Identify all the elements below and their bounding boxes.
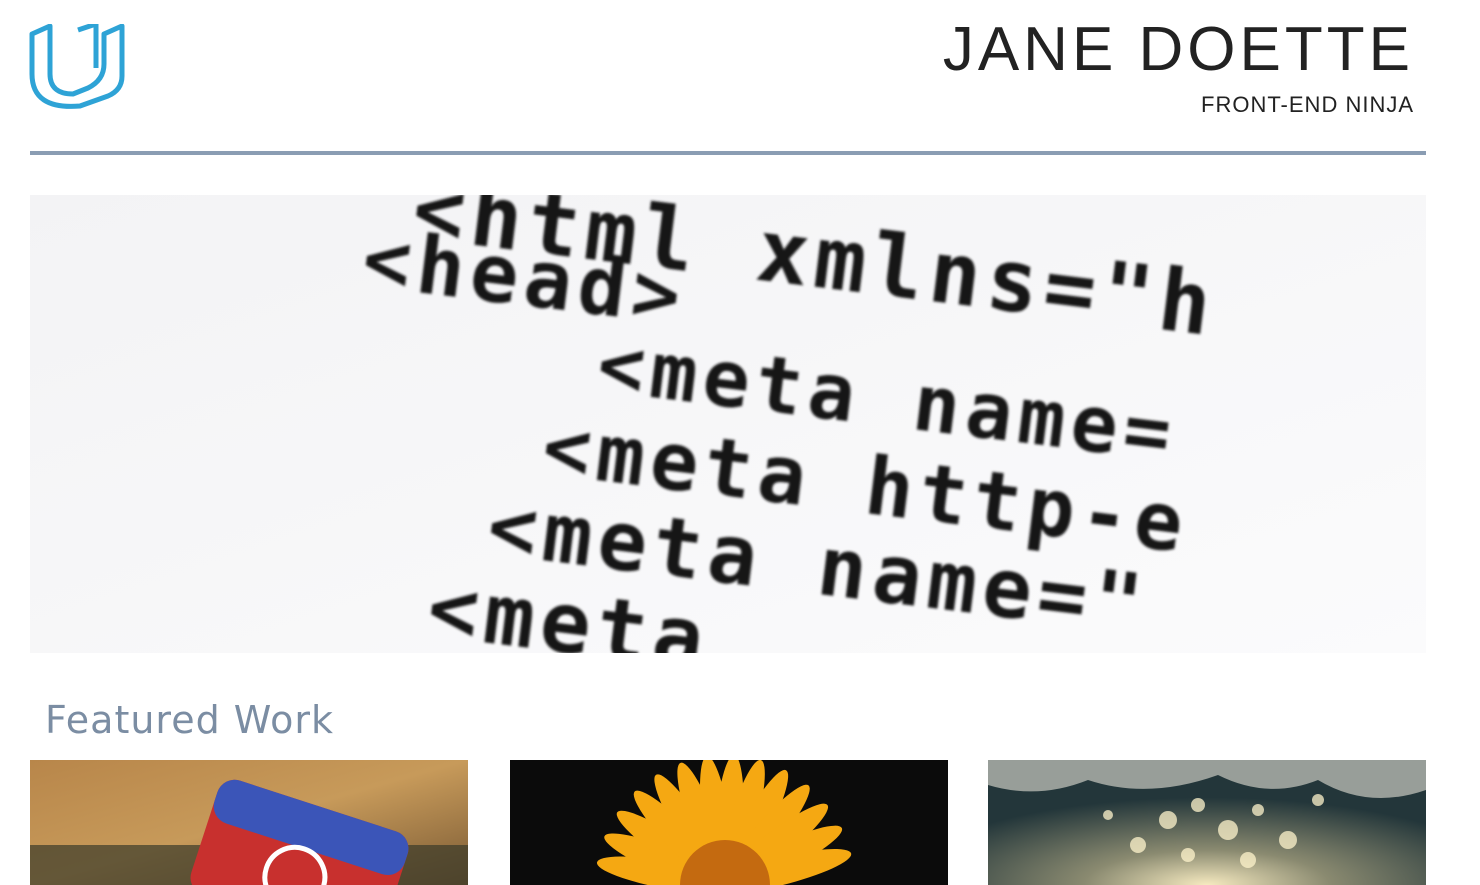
bokeh-light [1240,852,1256,868]
logo[interactable] [28,24,144,110]
bokeh-light [1312,794,1324,806]
clouds [988,760,1426,798]
hero-image: <html xmlns="h<head><meta name=<meta htt… [30,195,1426,653]
site-name: JANE DOETTE [942,15,1414,84]
bokeh-light [1103,810,1113,820]
bokeh-light [1181,848,1195,862]
project-thumbnail[interactable] [988,760,1426,885]
bokeh-light [1159,811,1177,829]
bokeh-light [1130,837,1146,853]
hero-background [30,195,1426,653]
bokeh-light [1191,798,1205,812]
project-thumbnail[interactable] [510,760,948,885]
site-role: FRONT-END NINJA [1201,92,1414,117]
project-thumbnail[interactable] [30,760,468,885]
divider [30,151,1426,155]
section-title: Featured Work [45,698,335,742]
bokeh-light [1218,820,1238,840]
bokeh-light [1252,804,1264,816]
bokeh-light [1279,831,1297,849]
